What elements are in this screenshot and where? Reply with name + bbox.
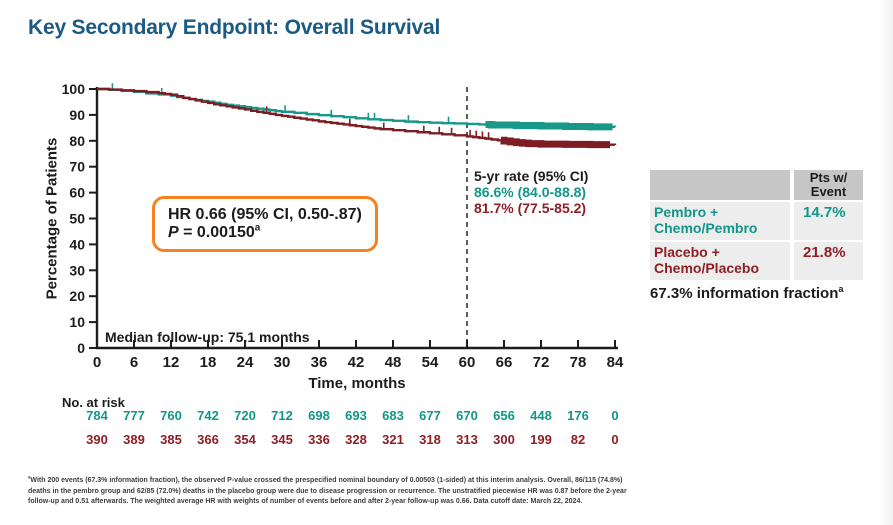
at-risk-value: 336 bbox=[308, 432, 330, 447]
x-tick-label: 0 bbox=[93, 354, 101, 371]
x-tick-label: 6 bbox=[130, 354, 138, 371]
hazard-ratio-box: HR 0.66 (95% CI, 0.50-.87) P = 0.00150a bbox=[152, 196, 378, 252]
median-followup-note: Median follow-up: 75.1 months bbox=[105, 329, 310, 345]
at-risk-value: 0 bbox=[611, 432, 619, 447]
x-tick-label: 78 bbox=[570, 354, 587, 371]
at-risk-value: 720 bbox=[234, 408, 256, 423]
at-risk-row-placebo: 390 389 385 366 354 345 336 328 321 318 313 300 199 8… bbox=[0, 432, 660, 452]
at-risk-value: 698 bbox=[308, 408, 330, 423]
footnote-line-3: follow-up and 0.51 afterwards. The weigh… bbox=[28, 498, 583, 505]
at-risk-value: 321 bbox=[382, 432, 404, 447]
at-risk-value: 784 bbox=[86, 408, 108, 423]
at-risk-value: 300 bbox=[493, 432, 515, 447]
at-risk-value: 742 bbox=[197, 408, 219, 423]
y-tick-label: 100 bbox=[62, 81, 86, 97]
y-tick-label: 60 bbox=[69, 185, 85, 201]
x-tick-label: 72 bbox=[533, 354, 550, 371]
at-risk-value: 777 bbox=[123, 408, 145, 423]
at-risk-value: 656 bbox=[493, 408, 515, 423]
p-value: P = 0.00150a bbox=[168, 222, 362, 242]
five-year-rate-placebo: 81.7% (77.5-85.2) bbox=[474, 200, 587, 216]
at-risk-value: 82 bbox=[570, 432, 586, 447]
x-tick-label: 18 bbox=[200, 354, 217, 371]
dense-censor-band-pembro bbox=[485, 120, 613, 131]
p-footnote-marker: a bbox=[254, 222, 261, 234]
hr-value: HR 0.66 (95% CI, 0.50-.87) bbox=[168, 206, 362, 223]
at-risk-value: 389 bbox=[123, 432, 145, 447]
footnote-line-2: deaths in the pembro group and 62/85 (72… bbox=[28, 487, 627, 495]
at-risk-value: 670 bbox=[456, 408, 478, 423]
x-tick-label: 24 bbox=[237, 354, 254, 371]
y-tick-label: 10 bbox=[69, 314, 85, 330]
p-number: = 0.00150 bbox=[178, 224, 255, 241]
x-tick-label: 12 bbox=[163, 354, 180, 371]
y-tick-label: 90 bbox=[69, 107, 85, 123]
at-risk-value: 683 bbox=[382, 408, 404, 423]
x-tick-label: 36 bbox=[311, 354, 328, 371]
events-table-row-placebo-label: Placebo + Chemo/Placebo bbox=[650, 242, 790, 280]
at-risk-value: 390 bbox=[86, 432, 108, 447]
events-table-header: Pts w/ Event bbox=[794, 170, 863, 200]
at-risk-value: 0 bbox=[611, 408, 619, 423]
y-tick-label: 70 bbox=[69, 159, 85, 175]
information-fraction-note: 67.3% information fractiona bbox=[650, 284, 844, 302]
five-year-rate-block: 5-yr rate (95% CI) 86.6% (84.0-88.8) 81.… bbox=[474, 168, 588, 216]
x-tick-label: 66 bbox=[496, 354, 513, 371]
footnote-line-1: aWith 200 events (67.3% information frac… bbox=[28, 474, 623, 484]
km-curve-placebo bbox=[97, 87, 617, 146]
at-risk-row-pembro: 784 777 760 742 720 712 698 693 683 677 670 656 448 1… bbox=[0, 408, 660, 428]
dense-censor-band-placebo bbox=[500, 136, 611, 149]
at-risk-value: 354 bbox=[234, 432, 256, 447]
x-axis-label: Time, months bbox=[308, 375, 406, 392]
events-table: Pts w/ Event Pembro + Chemo/Pembro 14.7%… bbox=[650, 170, 863, 280]
five-year-rate-pembro: 86.6% (84.0-88.8) bbox=[474, 184, 587, 200]
at-risk-value: 712 bbox=[271, 408, 293, 423]
number-at-risk-label: No. at risk bbox=[62, 395, 125, 410]
y-tick-label: 30 bbox=[69, 262, 85, 278]
x-tick-label: 48 bbox=[385, 354, 402, 371]
x-tick-label: 54 bbox=[422, 354, 439, 371]
slide-edge-shade bbox=[877, 0, 893, 525]
information-fraction-footnote-marker: a bbox=[838, 284, 844, 294]
at-risk-value: 345 bbox=[271, 432, 293, 447]
information-fraction-text: 67.3% information fraction bbox=[650, 285, 839, 302]
at-risk-value: 760 bbox=[160, 408, 182, 423]
at-risk-value: 328 bbox=[345, 432, 367, 447]
at-risk-value: 448 bbox=[530, 408, 552, 423]
x-tick-label: 60 bbox=[459, 354, 476, 371]
at-risk-value: 318 bbox=[419, 432, 441, 447]
at-risk-value: 366 bbox=[197, 432, 219, 447]
at-risk-value: 313 bbox=[456, 432, 478, 447]
at-risk-value: 385 bbox=[160, 432, 182, 447]
events-table-row-placebo-value: 21.8% bbox=[794, 242, 863, 280]
y-axis-label: Percentage of Patients bbox=[43, 137, 61, 300]
y-tick-label: 50 bbox=[69, 211, 85, 227]
x-tick-label: 84 bbox=[607, 354, 624, 371]
y-tick-label: 80 bbox=[69, 133, 85, 149]
y-tick-label: 0 bbox=[77, 340, 85, 356]
events-table-corner-cell bbox=[650, 170, 790, 200]
x-tick-label: 42 bbox=[348, 354, 365, 371]
five-year-rate-title: 5-yr rate (95% CI) bbox=[474, 168, 589, 184]
at-risk-value: 677 bbox=[419, 408, 441, 423]
p-label: P bbox=[168, 224, 179, 241]
events-table-row-pembro-value: 14.7% bbox=[794, 202, 863, 240]
y-tick-label: 20 bbox=[69, 288, 85, 304]
footnote-marker: a bbox=[28, 474, 31, 480]
y-tick-label: 40 bbox=[69, 236, 85, 252]
at-risk-value: 199 bbox=[530, 432, 552, 447]
x-tick-label: 30 bbox=[274, 354, 291, 371]
at-risk-value: 176 bbox=[567, 408, 589, 423]
page-title: Key Secondary Endpoint: Overall Survival bbox=[28, 16, 441, 39]
events-table-row-pembro-label: Pembro + Chemo/Pembro bbox=[650, 202, 790, 240]
at-risk-value: 693 bbox=[345, 408, 367, 423]
footnote: aWith 200 events (67.3% information frac… bbox=[28, 474, 627, 508]
